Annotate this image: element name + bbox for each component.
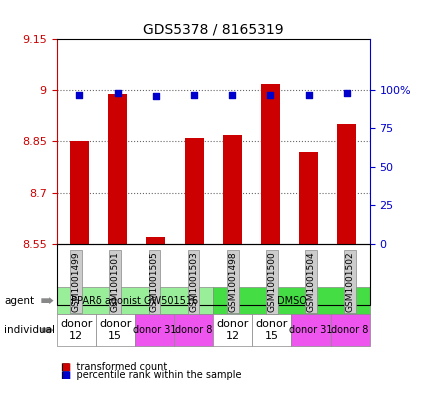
Bar (260, 84, 279, 244)
Text: donor 31: donor 31 (132, 325, 176, 335)
Text: GSM1001503: GSM1001503 (189, 252, 197, 312)
Title: GDS5378 / 8165319: GDS5378 / 8165319 (142, 23, 283, 37)
Text: ■  transformed count: ■ transformed count (61, 362, 167, 373)
Text: donor 31: donor 31 (289, 325, 332, 335)
Text: GSM1001501: GSM1001501 (111, 252, 119, 312)
Text: donor
12: donor 12 (216, 320, 248, 341)
Bar (108, 94, 127, 244)
Bar (336, 125, 355, 244)
Point (152, 93, 159, 99)
Text: donor 8: donor 8 (174, 325, 212, 335)
Text: GSM1001499: GSM1001499 (72, 252, 80, 312)
Point (114, 90, 121, 96)
Text: GSM1001498: GSM1001498 (228, 252, 237, 312)
Text: GSM1001504: GSM1001504 (306, 252, 315, 312)
Point (342, 90, 349, 96)
Text: donor
15: donor 15 (255, 320, 287, 341)
Bar (146, 237, 165, 244)
Text: agent: agent (4, 296, 34, 306)
Point (76, 92, 83, 98)
Text: GSM1001502: GSM1001502 (345, 252, 354, 312)
Bar (70, 141, 89, 244)
Text: individual: individual (4, 325, 55, 335)
Point (190, 92, 197, 98)
Text: donor
15: donor 15 (99, 320, 131, 341)
Point (228, 92, 235, 98)
Text: DMSO: DMSO (276, 296, 306, 306)
Text: PPARδ agonist GW501516: PPARδ agonist GW501516 (71, 296, 198, 306)
Text: GSM1001505: GSM1001505 (150, 252, 158, 312)
Bar (184, 138, 203, 244)
Text: donor 8: donor 8 (331, 325, 368, 335)
Text: donor
12: donor 12 (60, 320, 92, 341)
Point (266, 92, 273, 98)
Bar (222, 135, 241, 244)
Bar (299, 152, 317, 244)
Text: ■: ■ (61, 362, 70, 373)
Text: ■: ■ (61, 370, 70, 380)
Text: GSM1001500: GSM1001500 (267, 252, 276, 312)
Point (305, 92, 312, 98)
Text: ■  percentile rank within the sample: ■ percentile rank within the sample (61, 370, 241, 380)
